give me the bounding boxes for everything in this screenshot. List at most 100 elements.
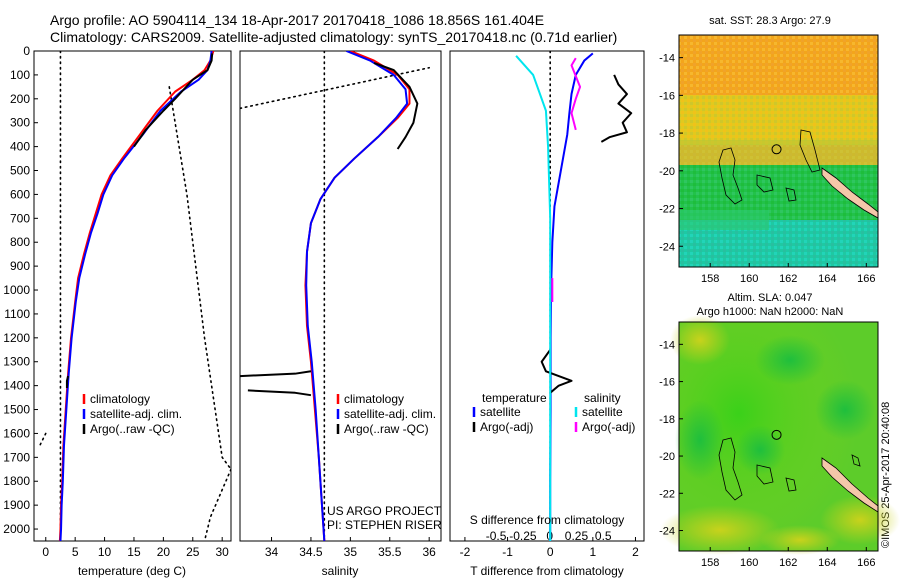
difference-panel: -2 -1 0 1 2-0.5 -0.25 0 0.25 0.5 T difference fr… bbox=[449, 50, 645, 578]
s-tick-label: 0.25 bbox=[565, 529, 589, 543]
y-tick-label: 500 bbox=[10, 164, 30, 178]
argo-float-marker bbox=[771, 429, 782, 440]
s-tick-label: -0.25 bbox=[509, 529, 537, 543]
series-line-segment bbox=[65, 375, 70, 389]
sst-map-axes: 158 160 162 164 166 -14 -16 -18 -20 -22 -24 bbox=[659, 53, 875, 285]
map-x-tick-label: 164 bbox=[818, 557, 836, 569]
map-y-tick-label: -22 bbox=[659, 488, 675, 500]
legend-label: climatology bbox=[90, 392, 150, 406]
sla-coastlines bbox=[718, 437, 879, 513]
x-tick-label: 1 bbox=[589, 545, 596, 559]
salinity-plot bbox=[240, 51, 430, 541]
salinity-axes: 34 34.5 35 35.5 36 bbox=[265, 537, 436, 559]
y-tick-label: 600 bbox=[10, 187, 30, 201]
x-tick-label: 5 bbox=[72, 545, 79, 559]
map-x-tick-label: 158 bbox=[701, 557, 719, 569]
y-tick-label: 1000 bbox=[3, 283, 30, 297]
salinity-frame bbox=[239, 50, 442, 542]
y-tick-label: 400 bbox=[10, 140, 30, 154]
sst-field bbox=[679, 35, 878, 267]
temperature-axes: 0 5 10 15 20 25 300100200300400500600700800900… bbox=[3, 44, 229, 559]
s-tick-label: -0.5 bbox=[486, 529, 507, 543]
map-y-tick-label: -16 bbox=[659, 90, 675, 102]
legend-label: satellite-adj. clim. bbox=[344, 407, 436, 421]
y-tick-label: 300 bbox=[10, 116, 30, 130]
series-line-segment bbox=[540, 349, 573, 394]
legend-label: satellite bbox=[582, 405, 623, 419]
sla-field bbox=[660, 315, 900, 555]
series-line-satellite-adj-clim- bbox=[59, 51, 213, 541]
x-tick-label: 15 bbox=[127, 545, 141, 559]
x-tick-label: 2 bbox=[632, 545, 639, 559]
x-tick-label: 34 bbox=[265, 545, 279, 559]
difference-axes: -2 -1 0 1 2-0.5 -0.25 0 0.25 0.5 bbox=[460, 529, 640, 559]
x-tick-label: 30 bbox=[215, 545, 229, 559]
x-tick-label: 25 bbox=[186, 545, 200, 559]
map-y-tick-label: -18 bbox=[659, 128, 675, 140]
y-tick-label: 0 bbox=[23, 44, 30, 58]
map-y-tick-label: -16 bbox=[659, 377, 675, 389]
legend-label: Argo(..raw -QC) bbox=[344, 422, 429, 436]
x-tick-label: 0 bbox=[547, 545, 554, 559]
series-line-segment bbox=[515, 55, 552, 541]
series-line-argo-raw-qc- bbox=[373, 62, 419, 150]
y-tick-label: 800 bbox=[10, 235, 30, 249]
pi-credit: PI: STEPHEN RISER bbox=[327, 518, 442, 532]
map-y-tick-label: -20 bbox=[659, 451, 675, 463]
reference-dotted-line bbox=[240, 66, 430, 110]
map-x-tick-label: 162 bbox=[779, 273, 797, 285]
temperature-frame bbox=[33, 50, 232, 542]
series-line-argo-adj- bbox=[600, 74, 633, 143]
y-tick-label: 1800 bbox=[3, 474, 30, 488]
project-credit: US ARGO PROJECT bbox=[327, 504, 442, 518]
y-tick-label: 1300 bbox=[3, 355, 30, 369]
climatology-subtitle: Climatology: CARS2009. Satellite-adjuste… bbox=[50, 29, 618, 45]
y-tick-label: 1200 bbox=[3, 331, 30, 345]
map-x-tick-label: 160 bbox=[740, 273, 758, 285]
sla-map-panel: Altim. SLA: 0.047 Argo h1000: NaN h2000:… bbox=[659, 292, 900, 569]
difference-frame bbox=[449, 50, 645, 542]
sst-coastlines bbox=[718, 129, 879, 219]
sla-map-subtitle: Argo h1000: NaN h2000: NaN bbox=[697, 306, 844, 318]
y-tick-label: 1500 bbox=[3, 403, 30, 417]
map-y-tick-label: -14 bbox=[659, 339, 675, 351]
y-tick-label: 1700 bbox=[3, 450, 30, 464]
sla-map-frame bbox=[678, 321, 879, 552]
map-x-tick-label: 164 bbox=[818, 273, 836, 285]
y-tick-label: 100 bbox=[10, 68, 30, 82]
argo-float-marker bbox=[771, 144, 782, 155]
salinity-xlabel: salinity bbox=[322, 564, 359, 578]
map-y-tick-label: -18 bbox=[659, 414, 675, 426]
x-tick-label: 0 bbox=[42, 545, 49, 559]
y-tick-label: 1100 bbox=[4, 307, 30, 321]
map-x-tick-label: 166 bbox=[857, 557, 875, 569]
x-tick-label: 35 bbox=[344, 545, 358, 559]
legend-label: Argo(-adj) bbox=[582, 420, 635, 434]
y-tick-label: 2000 bbox=[3, 522, 30, 536]
y-tick-label: 900 bbox=[10, 259, 30, 273]
map-y-tick-label: -24 bbox=[659, 526, 675, 538]
series-line-satellite bbox=[549, 52, 594, 541]
temperature-xlabel: temperature (deg C) bbox=[78, 564, 186, 578]
sst-map-panel: sat. SST: 28.3 Argo: 27.9 158 160 162 164 16… bbox=[659, 15, 879, 285]
legend-label: climatology bbox=[344, 392, 404, 406]
reference-dotted-line bbox=[168, 86, 231, 471]
difference-xlabel: T difference from climatology bbox=[470, 564, 624, 578]
x-tick-label: 36 bbox=[422, 545, 436, 559]
series-line-segment bbox=[247, 389, 312, 397]
sst-map-title: sat. SST: 28.3 Argo: 27.9 bbox=[709, 15, 831, 27]
x-tick-label: 20 bbox=[157, 545, 171, 559]
y-tick-label: 200 bbox=[10, 92, 30, 106]
difference-legend: temperature salinitysatelliteArgo(-adj)sa… bbox=[472, 391, 635, 434]
series-line-argo-raw-qc- bbox=[133, 53, 214, 148]
map-y-tick-label: -14 bbox=[659, 53, 675, 65]
sst-map-frame bbox=[678, 34, 879, 268]
x-tick-label: 10 bbox=[98, 545, 112, 559]
legend-label: satellite-adj. clim. bbox=[90, 407, 182, 421]
y-tick-label: 1400 bbox=[3, 379, 30, 393]
s-difference-label: S difference from climatology bbox=[470, 513, 625, 527]
y-tick-label: 700 bbox=[10, 211, 30, 225]
